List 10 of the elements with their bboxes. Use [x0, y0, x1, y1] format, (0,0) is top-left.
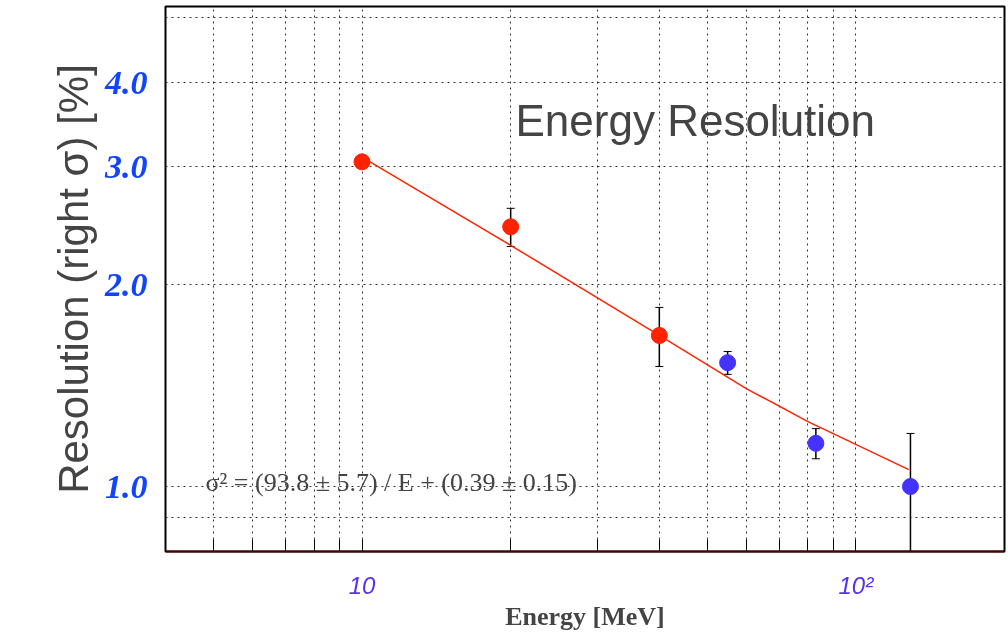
- y-tick-label: 4.0: [104, 63, 148, 101]
- annotation: σ² = (93.8 ± 5.7) / E + (0.39 ± 0.15): [205, 467, 577, 497]
- x-tick-label: 10²: [838, 571, 875, 599]
- x-tick-label: 10: [348, 571, 377, 599]
- y-axis-title: Resolution (right σ) [%]: [50, 64, 97, 494]
- y-tick-label: 2.0: [104, 265, 148, 303]
- x-axis-title: Energy [MeV]: [505, 601, 665, 631]
- y-tick-label: 1.0: [105, 467, 148, 505]
- text: Energy Resolution: [515, 95, 876, 145]
- y-tick-label: 3.0: [104, 147, 148, 185]
